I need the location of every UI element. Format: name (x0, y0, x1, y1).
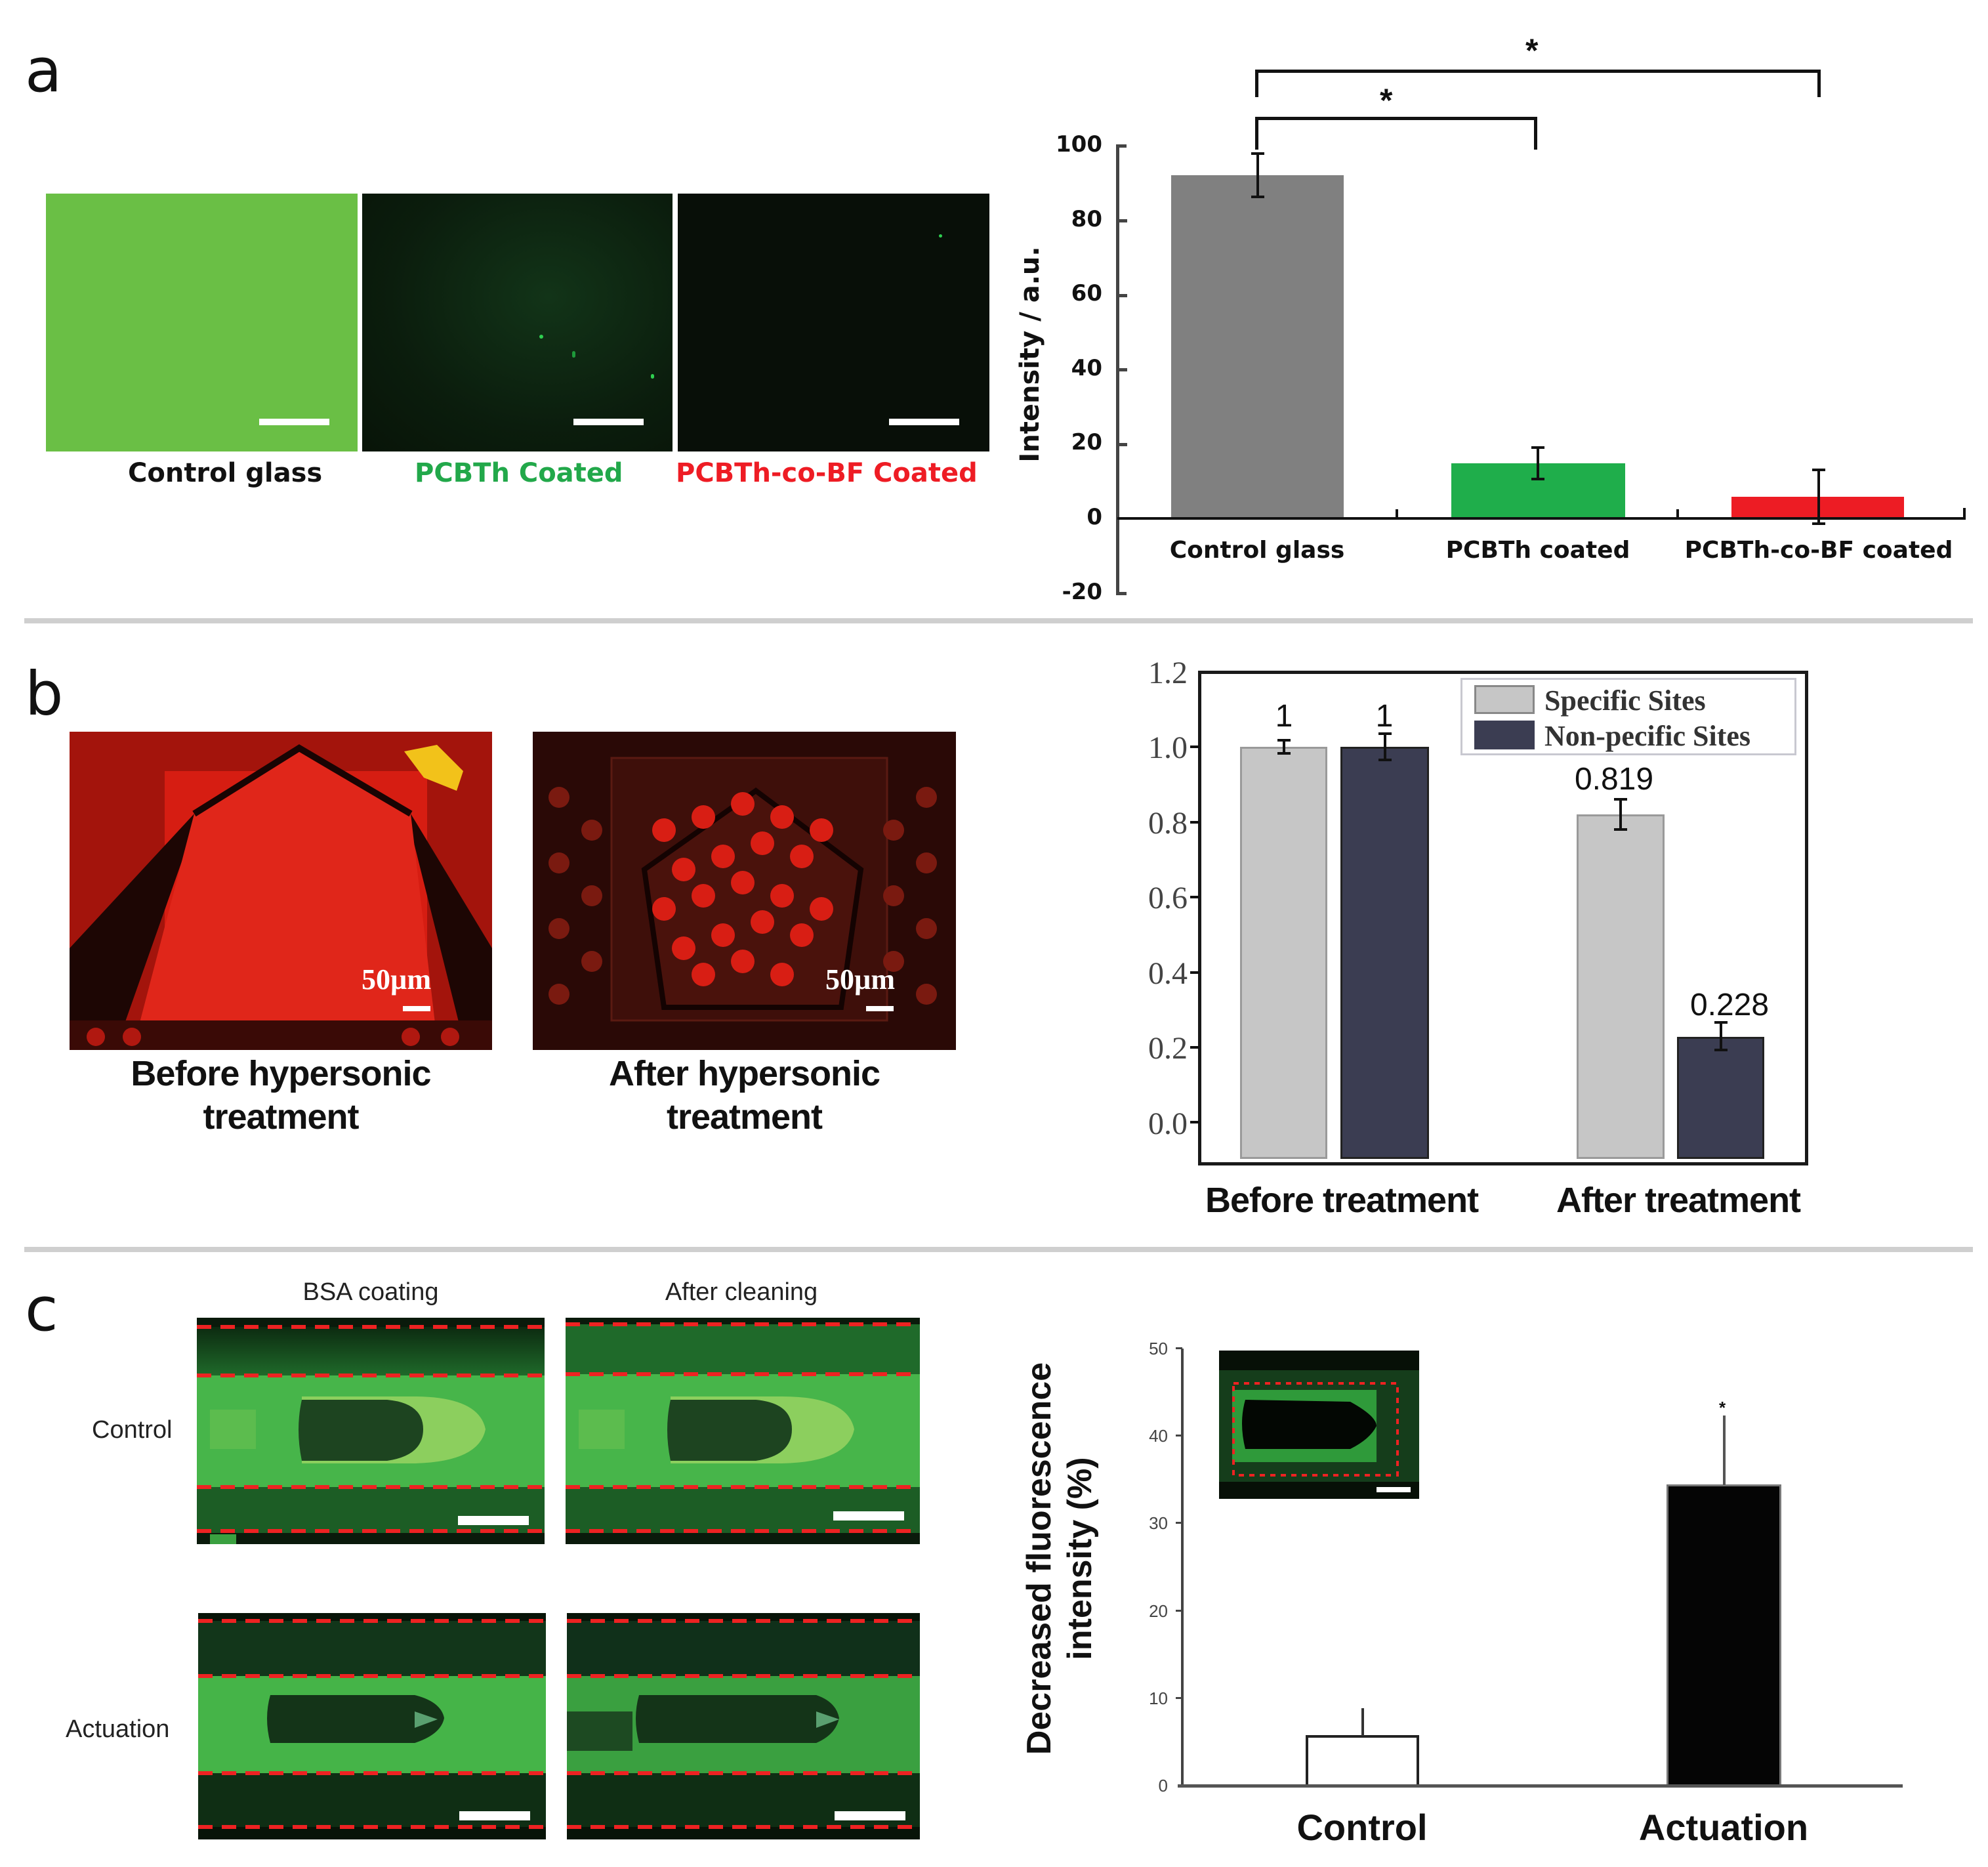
chart-b-ytick: 0.4 (1148, 956, 1188, 991)
scale-bar (833, 1511, 904, 1521)
chart-a-y-axis (1116, 146, 1119, 595)
chart-b-bar-before-specific (1240, 747, 1327, 1159)
chart-a-xtick: PCBTh-co-BF coated (1684, 537, 1953, 564)
chart-a-xtick: Control glass (1169, 537, 1345, 564)
scale-bar (866, 1006, 894, 1011)
chart-b-xtick: After treatment (1556, 1181, 1801, 1220)
scale-bar (889, 419, 959, 425)
panel-divider (24, 618, 1973, 623)
image-control-glass (46, 194, 358, 451)
scale-label: 50µm (825, 963, 896, 996)
significance-bracket-inner (1255, 117, 1537, 120)
chart-a: Intensity / a.u. 100 80 60 40 20 0 -20 *… (0, 0, 1988, 617)
scale-bar (458, 1516, 529, 1525)
chart-b-value-label: 1 (1375, 699, 1394, 734)
chart-c-xtick: Control (1296, 1807, 1428, 1848)
scale-bar (1377, 1487, 1411, 1492)
scale-bar (835, 1811, 905, 1820)
chart-c-x-axis (1178, 1784, 1903, 1788)
panel-letter-a: a (25, 35, 62, 106)
caption-after-hypersonic: After hypersonic treatment (533, 1052, 956, 1139)
chart-a-xtick: PCBTh coated (1445, 537, 1630, 564)
caption-control-glass: Control glass (128, 458, 323, 488)
chart-a-ytick: 40 (1071, 355, 1102, 381)
chart-c-inset-image (1219, 1351, 1419, 1499)
column-header-bsa-coating: BSA coating (302, 1278, 439, 1306)
significance-bracket-outer (1255, 70, 1821, 73)
column-header-after-cleaning: After cleaning (665, 1278, 818, 1306)
caption-before-hypersonic: Before hypersonic treatment (70, 1052, 492, 1139)
row-label-actuation: Actuation (66, 1715, 170, 1743)
scale-bar (259, 419, 329, 425)
chart-c-bar-control (1306, 1735, 1419, 1786)
chart-c-bar-actuation (1667, 1484, 1781, 1786)
chart-a-ytick: 60 (1071, 280, 1102, 306)
caption-pcbth-co-bf-coated: PCBTh-co-BF Coated (676, 458, 978, 488)
caption-line: After hypersonic (608, 1054, 880, 1093)
chart-a-bar-control-glass (1171, 175, 1344, 518)
scale-bar (573, 419, 644, 425)
caption-line: Before hypersonic (131, 1054, 431, 1093)
scale-bar (459, 1811, 530, 1820)
legend-label-nonspecific: Non-pecific Sites (1544, 720, 1751, 752)
chart-c-ytick: 50 (1149, 1339, 1168, 1358)
caption-pcbth-coated: PCBTh Coated (415, 458, 623, 488)
image-actuation-after-cleaning (567, 1613, 920, 1839)
chart-b-legend: Specific Sites Non-pecific Sites (1460, 678, 1796, 755)
scale-label: 50µm (362, 963, 432, 996)
chart-c-ytick: 10 (1149, 1689, 1168, 1708)
chart-b-ytick: 1.2 (1148, 656, 1188, 690)
chart-a-ytick: -20 (1062, 579, 1102, 605)
chart-a-ytick: 80 (1071, 206, 1102, 232)
panel-letter-c: c (25, 1274, 58, 1345)
chart-c-xtick: Actuation (1638, 1807, 1809, 1848)
chart-b-xtick: Before treatment (1205, 1181, 1479, 1220)
chart-a-ytick: 20 (1071, 429, 1102, 455)
image-control-after-cleaning (566, 1318, 920, 1544)
chart-b-ytick: 0.8 (1148, 806, 1188, 841)
y-label-line: intensity (%) (1061, 1457, 1099, 1660)
caption-line: treatment (666, 1097, 823, 1137)
chart-b-value-label: 0.819 (1574, 762, 1654, 797)
image-pcbth-coated (362, 194, 673, 451)
chart-a-ytick: 0 (1087, 504, 1102, 530)
caption-line: treatment (203, 1097, 359, 1137)
chart-b-value-label: 1 (1275, 699, 1293, 734)
chart-b-ytick: 0.0 (1148, 1106, 1188, 1141)
chart-b-bar-after-nonspecific (1677, 1037, 1764, 1159)
image-after-hypersonic: 50µm (533, 732, 956, 1050)
significance-star: * (1380, 82, 1393, 119)
chart-b-ytick: 0.2 (1148, 1031, 1188, 1066)
scale-bar (403, 1006, 430, 1011)
significance-star: * (1719, 1398, 1726, 1417)
chart-c-y-axis (1181, 1349, 1184, 1787)
panel-letter-b: b (25, 659, 64, 729)
chart-b-frame (1198, 671, 1808, 1165)
image-actuation-bsa-coating (198, 1613, 546, 1839)
chart-a-ytick: 100 (1056, 131, 1102, 157)
chart-c-ytick: 20 (1149, 1601, 1168, 1621)
panel-divider (24, 1247, 1973, 1252)
chart-b-ytick: 1.0 (1148, 730, 1188, 765)
chart-b-ytick: 0.6 (1148, 881, 1188, 915)
chart-c-y-axis-label: Decreased fluorescence intensity (%) (1019, 1329, 1100, 1788)
chart-c-ytick: 40 (1149, 1426, 1168, 1446)
image-control-bsa-coating (197, 1318, 545, 1544)
row-label-control: Control (92, 1416, 173, 1444)
legend-label-specific: Specific Sites (1544, 684, 1706, 717)
image-pcbth-co-bf-coated (678, 194, 989, 451)
chart-c-ytick: 0 (1158, 1776, 1168, 1795)
chart-c-ytick: 30 (1149, 1513, 1168, 1533)
chart-a-x-axis (1117, 517, 1966, 520)
legend-swatch-nonspecific (1474, 721, 1535, 749)
y-label-line: Decreased fluorescence (1020, 1362, 1058, 1755)
significance-star: * (1525, 32, 1539, 69)
image-before-hypersonic: 50µm (70, 732, 492, 1050)
chart-b-value-label: 0.228 (1689, 988, 1770, 1022)
chart-b-bar-before-nonspecific (1340, 747, 1429, 1159)
chart-b: 1.2 1.0 0.8 0.6 0.4 0.2 0.0 1 1 0.819 0.… (1148, 656, 1808, 1220)
legend-swatch-specific (1474, 685, 1535, 714)
